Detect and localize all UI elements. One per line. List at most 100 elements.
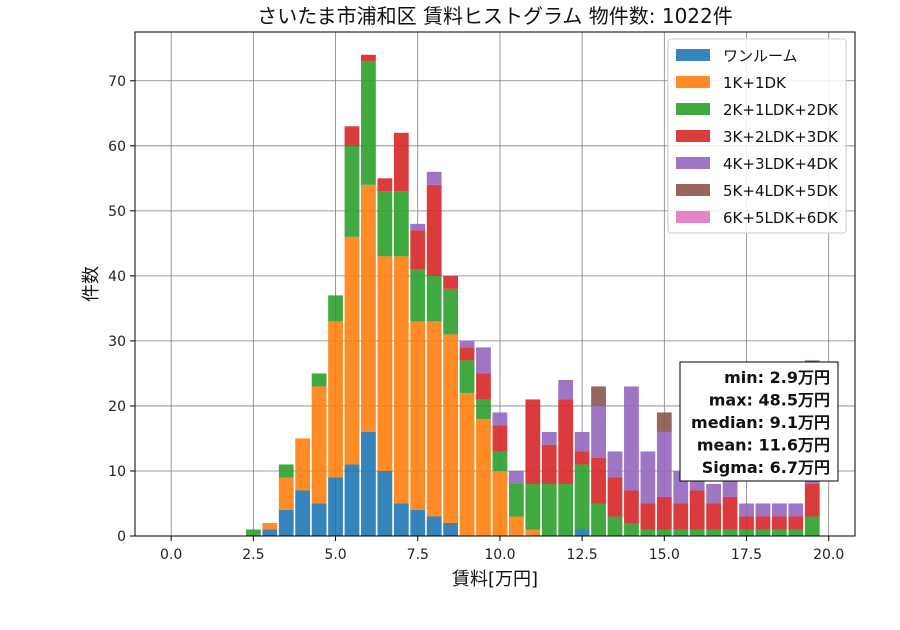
bar-segment xyxy=(311,373,327,387)
bar-segment xyxy=(328,321,343,478)
bar-segment xyxy=(804,516,820,536)
legend-label: ワンルーム xyxy=(723,47,798,65)
bar-segment xyxy=(706,483,722,504)
bar-segment xyxy=(377,470,393,536)
x-tick-label: 17.5 xyxy=(731,547,762,563)
bar-segment xyxy=(624,522,639,536)
bar-segment xyxy=(278,509,294,536)
bar-segment xyxy=(328,477,343,536)
bar-segment xyxy=(361,431,376,536)
bar-segment xyxy=(361,184,376,432)
bar-segment xyxy=(393,256,409,504)
bar-segment xyxy=(377,191,393,257)
bar-segment xyxy=(443,334,459,523)
legend-label: 6K+5LDK+6DK xyxy=(723,209,839,227)
bar-segment xyxy=(393,191,409,257)
bar-segment xyxy=(361,54,376,62)
x-tick-label: 12.5 xyxy=(567,547,598,563)
bar-segment xyxy=(476,399,491,419)
legend-label: 4K+3LDK+4DK xyxy=(723,155,839,173)
bar-segment xyxy=(393,132,409,192)
bar-segment xyxy=(245,529,261,536)
bar-segment xyxy=(722,496,738,530)
legend-label: 2K+1LDK+2DK xyxy=(723,101,839,119)
bar-segment xyxy=(476,418,491,536)
bar-segment xyxy=(788,529,804,536)
bar-segment xyxy=(706,503,722,530)
bar-segment xyxy=(459,340,475,348)
bar-segment xyxy=(607,516,623,536)
chart-title: さいたま市浦和区 賃料ヒストグラム 物件数: 1022件 xyxy=(257,4,733,28)
bar-segment xyxy=(607,451,623,478)
bar-segment xyxy=(443,288,459,335)
bar-segment xyxy=(361,61,376,185)
bar-segment xyxy=(755,516,771,530)
bar-segment xyxy=(591,503,606,536)
y-tick-label: 60 xyxy=(108,139,126,155)
bar-segment xyxy=(262,522,278,530)
bar-segment xyxy=(476,373,491,400)
bar-segment xyxy=(410,269,426,322)
y-axis: 0 10 20 30 40 50 60 70 xyxy=(108,74,135,545)
bar-segment xyxy=(771,529,787,536)
y-tick-label: 0 xyxy=(117,529,126,545)
bar-segment xyxy=(344,145,360,237)
bar-segment xyxy=(656,412,672,432)
bar-segment xyxy=(410,321,426,510)
bar-segment xyxy=(492,412,508,426)
x-tick-label: 10.0 xyxy=(484,547,515,563)
bar-segment xyxy=(755,529,771,536)
bar-segment xyxy=(739,529,754,536)
y-tick-label: 10 xyxy=(108,464,126,480)
bar-segment xyxy=(640,451,656,504)
stats-frame xyxy=(679,361,839,482)
bar-segment xyxy=(508,470,524,484)
bar-segment xyxy=(508,483,524,517)
y-tick-label: 20 xyxy=(108,399,126,415)
bar-segment xyxy=(426,171,442,185)
bar-segment xyxy=(607,477,623,517)
legend: ワンルーム 1K+1DK 2K+1LDK+2DK 3K+2LDK+3DK 4K+3LDK… xyxy=(667,38,847,234)
bar-segment xyxy=(344,236,360,465)
legend-label: 1K+1DK xyxy=(723,74,787,92)
bar-segment xyxy=(722,477,738,497)
x-tick-label: 2.5 xyxy=(242,547,264,563)
bar-segment xyxy=(591,386,606,406)
bar-segment xyxy=(541,483,557,536)
bar-segment xyxy=(525,529,541,536)
bar-segment xyxy=(410,223,426,231)
bar-segment xyxy=(574,431,590,452)
bar-segment xyxy=(295,438,311,491)
bar-segment xyxy=(624,386,639,491)
legend-label: 5K+4LDK+5DK xyxy=(723,182,839,200)
y-tick-label: 50 xyxy=(108,204,126,220)
bar-segment xyxy=(624,490,639,523)
bar-segment xyxy=(525,483,541,530)
bar-segment xyxy=(426,184,442,276)
bar-segment xyxy=(574,451,590,465)
legend-swatch xyxy=(676,103,710,115)
bar-segment xyxy=(443,275,459,289)
bar-segment xyxy=(558,483,574,536)
bar-segment xyxy=(311,503,327,536)
bar-segment xyxy=(311,386,327,504)
bar-segment xyxy=(673,529,689,536)
x-tick-label: 5.0 xyxy=(324,547,346,563)
bar-segment xyxy=(788,516,804,530)
x-axis: 0.0 2.5 5.0 7.5 10.0 12.5 15.0 17.5 20.0 xyxy=(160,536,844,563)
bar-segment xyxy=(771,516,787,530)
bar-segment xyxy=(706,529,722,536)
bar-segment xyxy=(640,503,656,530)
bar-segment xyxy=(755,503,771,517)
legend-label: 3K+2LDK+3DK xyxy=(723,128,839,146)
x-axis-title: 賃料[万円] xyxy=(452,569,538,590)
bar-segment xyxy=(508,516,524,536)
bar-segment xyxy=(410,230,426,270)
x-tick-label: 0.0 xyxy=(160,547,182,563)
x-tick-label: 7.5 xyxy=(407,547,429,563)
stats-line: max: 48.5万円 xyxy=(709,391,830,410)
legend-swatch xyxy=(676,184,710,196)
bar-segment xyxy=(558,379,574,400)
bar-segment xyxy=(739,516,754,530)
